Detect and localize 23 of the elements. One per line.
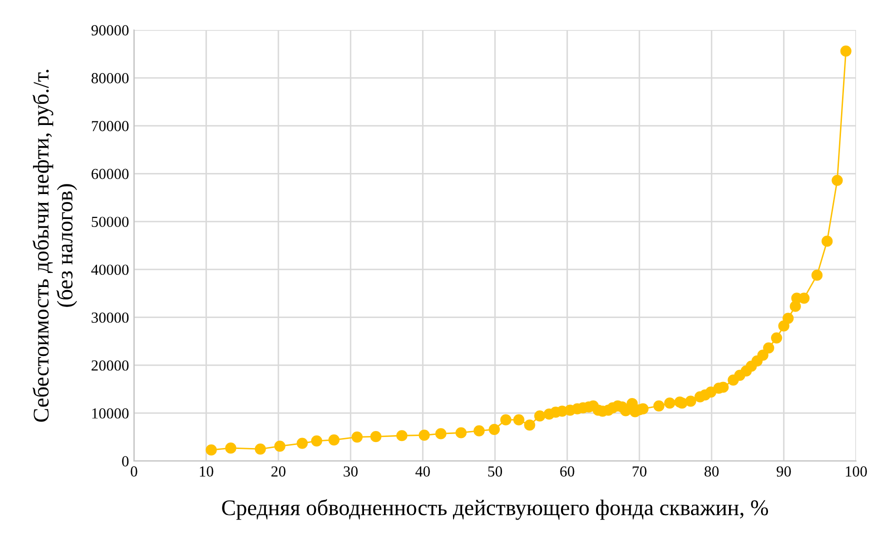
x-tick-label: 20 [271,466,286,477]
y-tick-label: 40000 [91,264,129,275]
y-tick-label: 80000 [92,73,129,84]
y-tick-label: 50000 [92,216,129,228]
y-tick-label: 0 [122,456,129,466]
x-tick-label: 0 [130,466,138,477]
x-tick-label: 60 [560,466,574,477]
y-tick-label: 10000 [92,408,129,419]
x-tick-label: 90 [776,466,791,477]
y-tick-label: 70000 [92,120,129,132]
x-tick-label: 10 [200,466,214,477]
x-tick-label: 30 [344,466,358,477]
x-tick-label: 50 [488,466,502,477]
x-tick-label: 70 [632,466,646,477]
x-tick-label: 40 [415,466,430,477]
y-tick-label: 20000 [92,360,129,371]
x-tick-label: 100 [846,466,867,477]
x-axis-title: Средняя обводненность действующего фонда скважин, % [222,499,768,520]
y-tick-label: 90000 [91,25,129,36]
y-tick-label: 30000 [92,312,129,323]
y-axis-title: Себестоимость добычи нефти, руб./т. (без налогов) [32,70,78,422]
y-tick-label: 60000 [92,168,129,180]
x-tick-label: 80 [704,466,719,477]
